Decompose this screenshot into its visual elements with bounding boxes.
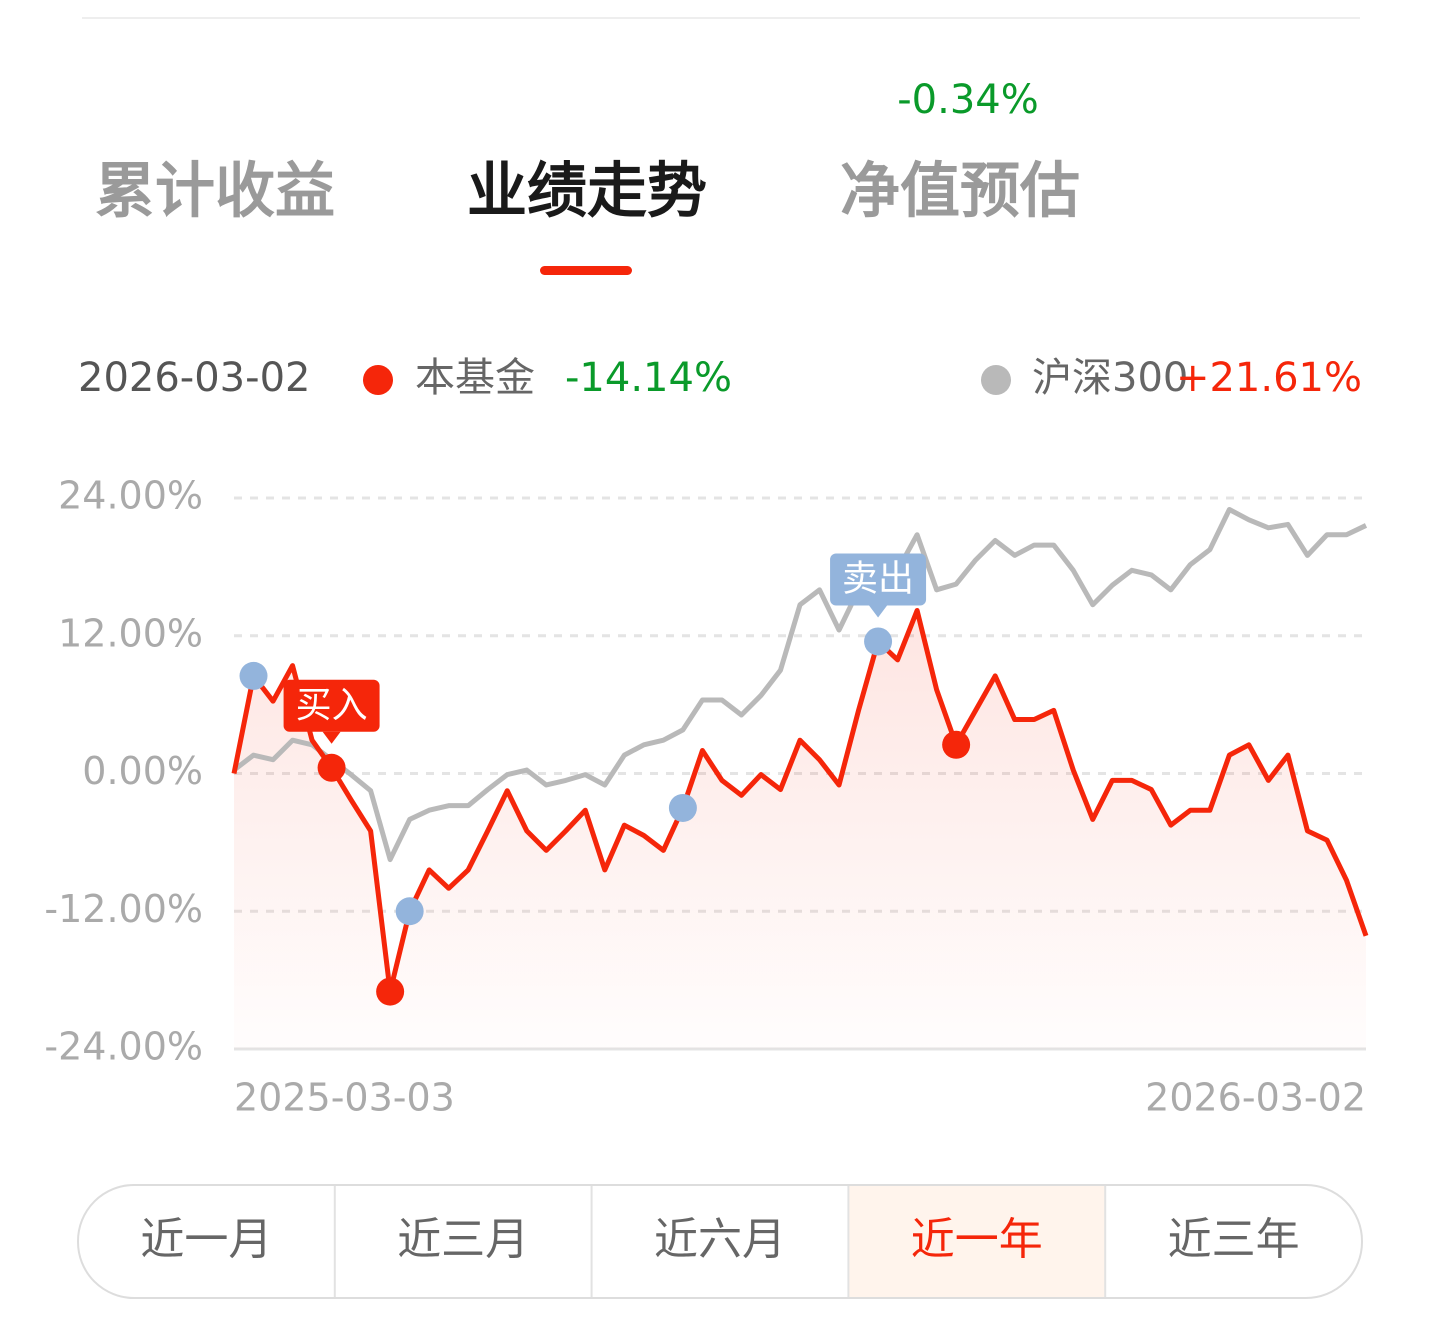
buy-point [376, 977, 405, 1006]
sell-point [239, 661, 268, 690]
sell-point [668, 793, 697, 822]
x-tick-label: 2025-03-03 [234, 1076, 455, 1120]
legend-value: -14.14% [565, 355, 732, 401]
legend-date: 2026-03-02 [78, 355, 310, 401]
legend-name: 沪深300 [1032, 355, 1188, 401]
tab-underline [540, 266, 632, 275]
trade-tag-label: 卖出 [842, 558, 914, 599]
y-tick-label: 24.00% [58, 474, 203, 518]
legend-dot [363, 365, 393, 395]
tab[interactable]: 业绩走势 [467, 157, 707, 227]
legend-dot [981, 365, 1011, 395]
buy-point [317, 753, 346, 782]
y-tick-label: -12.00% [44, 887, 203, 931]
sell-point [395, 897, 424, 926]
legend-value: +21.61% [1176, 355, 1362, 401]
period-button[interactable]: 近三月 [397, 1214, 529, 1265]
x-tick-label: 2026-03-02 [1145, 1076, 1366, 1120]
trade-tag-pointer [869, 605, 888, 618]
trade-tag-label: 买入 [296, 685, 368, 726]
period-button[interactable]: 近三年 [1168, 1214, 1300, 1265]
trade-tag [283, 679, 380, 732]
estimate: -0.34% [897, 77, 1039, 123]
series-line [232, 506, 1368, 863]
period-button[interactable]: 近一月 [140, 1214, 272, 1265]
period-button[interactable]: 近六月 [654, 1214, 786, 1265]
period-button[interactable]: 近一年 [911, 1214, 1043, 1265]
legend-name: 本基金 [415, 355, 535, 401]
tab[interactable]: 累计收益 [95, 157, 335, 227]
y-tick-label: -24.00% [44, 1025, 203, 1069]
period-active-bg [848, 1186, 1106, 1297]
fund-area [234, 610, 1366, 1049]
trade-tag [830, 553, 927, 606]
tab[interactable]: 净值预估 [840, 157, 1080, 227]
y-tick-label: 12.00% [58, 611, 203, 655]
sell-point [864, 627, 893, 656]
trade-tag-pointer [322, 731, 341, 744]
series-line [231, 607, 1369, 995]
y-tick-label: 0.00% [82, 749, 203, 793]
buy-point [942, 730, 971, 759]
